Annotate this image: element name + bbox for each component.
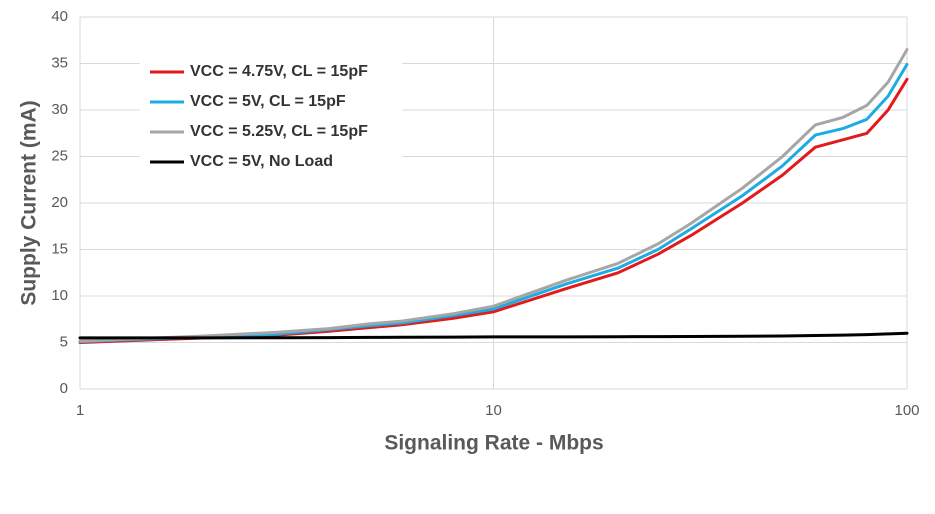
y-tick-label: 5 bbox=[60, 333, 68, 350]
x-tick-label: 100 bbox=[894, 402, 919, 419]
legend-label: VCC = 4.75V, CL = 15pF bbox=[190, 63, 368, 80]
series-line bbox=[78, 48, 909, 343]
legend-label: VCC = 5V, CL = 15pF bbox=[190, 93, 346, 110]
x-axis-label: Signaling Rate - Mbps bbox=[384, 432, 603, 455]
series-line bbox=[78, 77, 909, 344]
legend-label: VCC = 5V, No Load bbox=[190, 153, 333, 170]
y-tick-label: 40 bbox=[51, 8, 68, 25]
legend-box bbox=[140, 55, 402, 179]
x-tick-label: 1 bbox=[76, 402, 84, 419]
y-tick-label: 0 bbox=[60, 380, 68, 397]
y-tick-label: 25 bbox=[51, 147, 68, 164]
y-tick-label: 15 bbox=[51, 240, 68, 257]
y-tick-label: 35 bbox=[51, 54, 68, 71]
y-tick-label: 10 bbox=[51, 287, 68, 304]
y-tick-label: 20 bbox=[51, 194, 68, 211]
y-axis-label: Supply Current (mA) bbox=[18, 100, 41, 305]
series-line bbox=[78, 331, 909, 340]
x-tick-label: 10 bbox=[485, 402, 502, 419]
legend-label: VCC = 5.25V, CL = 15pF bbox=[190, 123, 368, 140]
y-tick-label: 30 bbox=[51, 101, 68, 118]
